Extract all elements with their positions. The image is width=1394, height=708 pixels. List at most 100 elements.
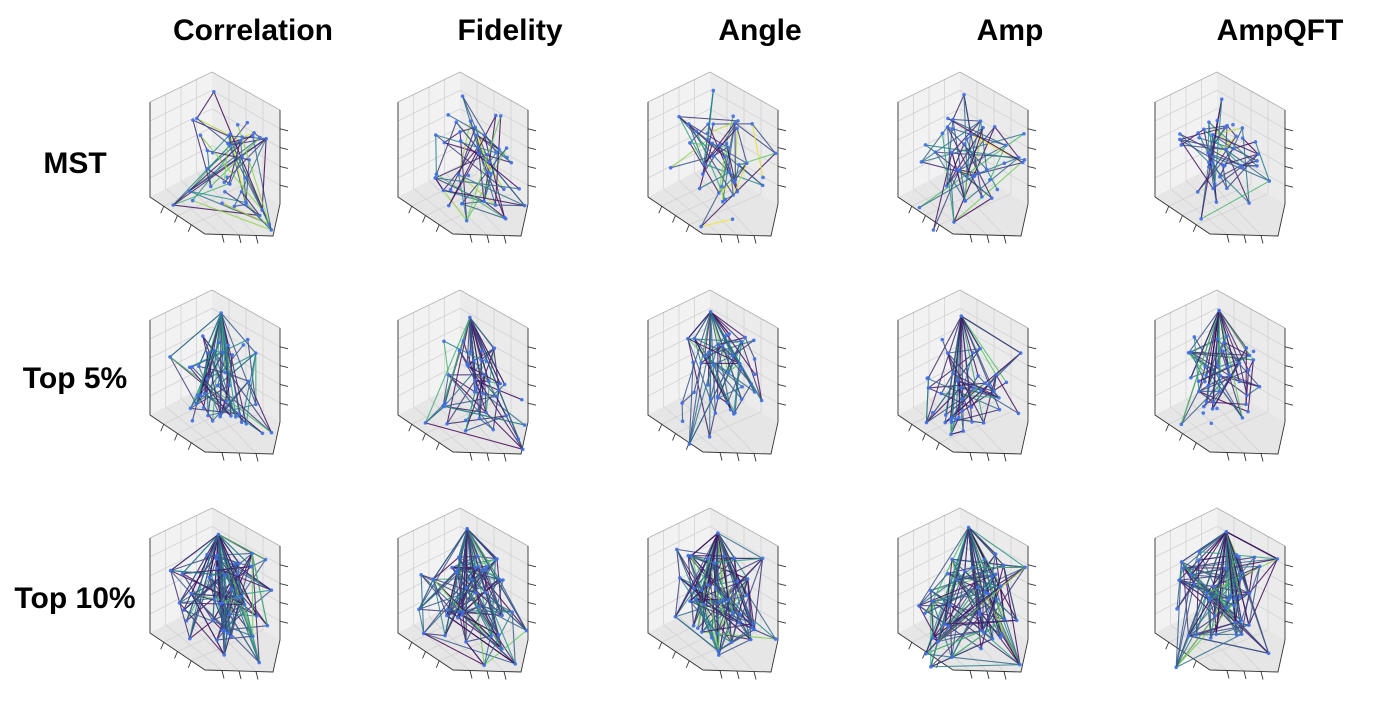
node [445,422,449,426]
node [459,139,463,143]
node [456,568,460,572]
node [457,173,461,177]
node [233,204,237,208]
node [1195,633,1199,637]
node [708,435,712,439]
node [189,407,193,411]
node [1175,607,1179,611]
node [1197,390,1201,394]
node [489,634,493,638]
node [732,412,736,416]
node [264,558,268,562]
node [918,206,922,210]
node [497,577,501,581]
node [520,398,524,402]
node [461,94,465,98]
node [188,637,192,641]
node [976,374,980,378]
node [957,416,961,420]
node [979,119,983,123]
node [477,604,481,608]
node [242,343,246,347]
node [251,134,255,138]
node [714,411,718,415]
node [688,141,692,145]
node [484,411,488,415]
column-title-fidelity: Fidelity [400,14,620,48]
node [692,624,696,628]
node [991,637,995,641]
node [677,115,681,119]
node [686,337,690,341]
node [1224,148,1228,152]
node [735,190,739,194]
node [977,171,981,175]
node [944,413,948,417]
node [236,123,240,127]
node [270,588,274,592]
edge [220,313,221,414]
node [169,569,173,573]
node [761,176,765,180]
node [442,339,446,343]
node [190,365,194,369]
node [458,130,462,134]
node [467,174,471,178]
node [1239,164,1243,168]
node [752,339,756,343]
node [211,419,215,423]
node [434,133,438,137]
node [738,362,742,366]
node [1212,400,1216,404]
node [1196,190,1200,194]
node [465,219,469,223]
node [212,349,216,353]
node [736,119,740,123]
node [442,189,446,193]
node [1015,619,1019,623]
node [999,585,1003,589]
node [674,615,678,619]
node [257,661,261,665]
node [999,636,1003,640]
node [235,596,239,600]
node [234,415,238,419]
node [473,390,477,394]
node [957,168,961,172]
node [1197,136,1201,140]
node [946,125,950,129]
node [236,572,240,576]
node [464,640,468,644]
node [723,198,727,202]
node [1258,385,1262,389]
node [731,611,735,615]
node [700,630,704,634]
node [1224,606,1228,610]
node [1247,201,1251,205]
node [718,144,722,148]
node [740,340,744,344]
node [466,364,470,368]
node [223,190,227,194]
node [706,557,710,561]
node [255,614,259,618]
node [491,428,495,432]
node [1227,365,1231,369]
node [1238,380,1242,384]
column-title-correlation: Correlation [143,14,363,48]
node [1000,633,1004,637]
node [240,420,244,424]
node [951,372,955,376]
node [445,614,449,618]
node [1240,632,1244,636]
node [774,637,778,641]
node [1005,381,1009,385]
node [733,556,737,560]
node [1238,595,1242,599]
node [223,573,227,577]
node [252,131,256,135]
node [1211,585,1215,589]
node [687,122,691,126]
node [940,338,944,342]
node [715,631,719,635]
